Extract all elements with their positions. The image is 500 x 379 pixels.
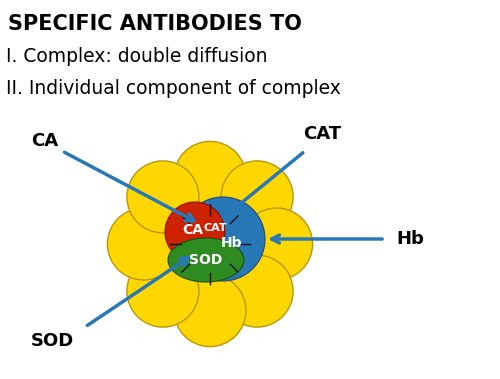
Text: CA: CA — [32, 132, 58, 150]
Text: Hb: Hb — [396, 230, 424, 248]
Circle shape — [221, 255, 293, 327]
Text: II. Individual component of complex: II. Individual component of complex — [6, 79, 341, 98]
Text: SOD: SOD — [30, 332, 74, 350]
Text: I. Complex: double diffusion: I. Complex: double diffusion — [6, 47, 268, 66]
Circle shape — [108, 208, 180, 280]
Circle shape — [221, 161, 293, 233]
Circle shape — [127, 255, 199, 327]
Text: CAT: CAT — [203, 223, 227, 233]
Text: SPECIFIC ANTIBODIES TO: SPECIFIC ANTIBODIES TO — [8, 14, 302, 34]
Text: CAT: CAT — [303, 125, 341, 143]
Text: CA: CA — [182, 223, 204, 237]
Text: SOD: SOD — [190, 253, 222, 267]
Circle shape — [181, 197, 265, 281]
Circle shape — [174, 275, 246, 347]
Circle shape — [174, 141, 246, 213]
Circle shape — [127, 161, 199, 233]
Circle shape — [165, 202, 225, 262]
Text: Hb: Hb — [220, 236, 242, 250]
Circle shape — [240, 208, 312, 280]
Ellipse shape — [168, 238, 244, 282]
